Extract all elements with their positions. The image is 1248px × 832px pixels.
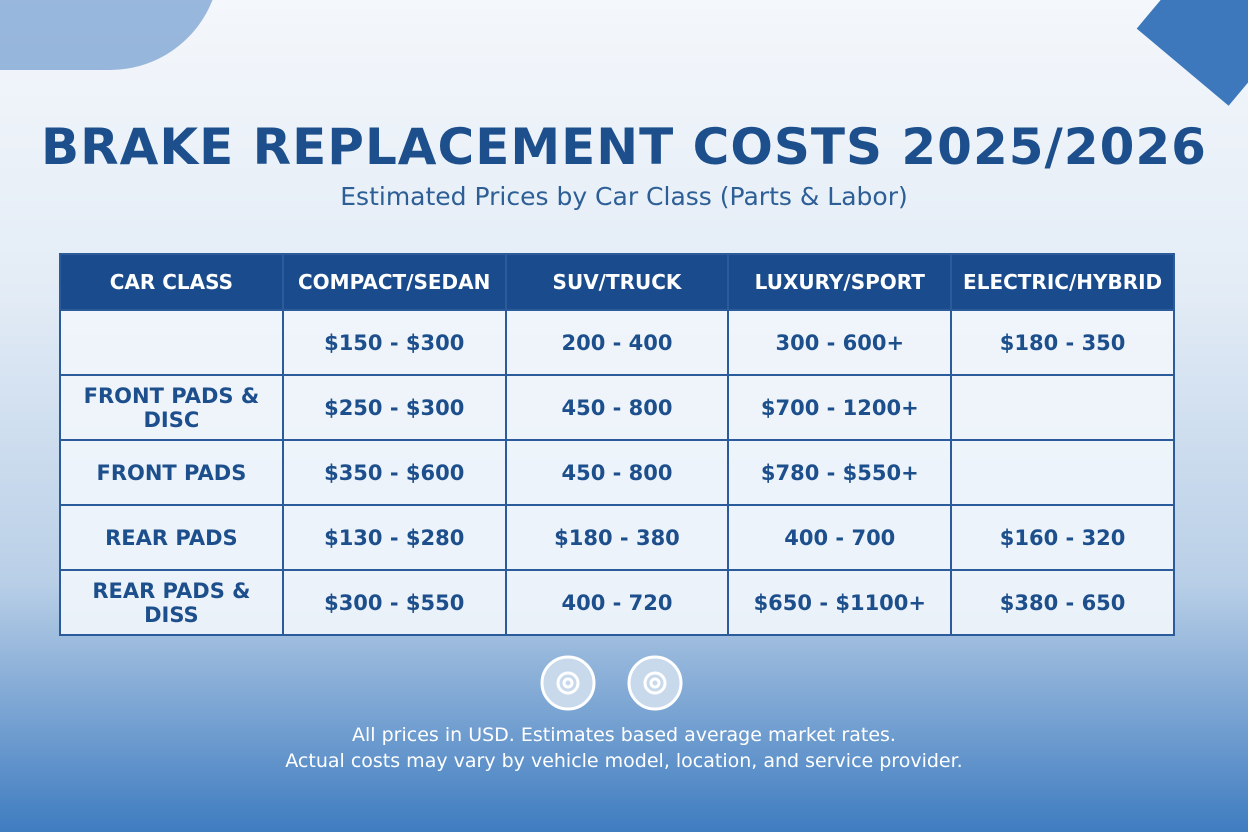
column-header: LUXURY/SPORT — [727, 253, 953, 311]
note: Actual costs may vary by vehicle model, … — [285, 750, 963, 772]
price-cell: 200 - 400 — [504, 309, 730, 376]
price-cell: $380 - 650 — [950, 569, 1175, 636]
table-row: REAR PADS & DISS $300 - $550 400 - 720 $650… — [59, 569, 1175, 636]
header-row: CAR CLASS COMPACT/SEDAN SUV/TRUCK LUXURY/SP… — [59, 253, 1175, 311]
footer-notes: All prices in USD. Estimates based avera… — [0, 722, 1248, 774]
price-cell: $700 - 1200+ — [727, 374, 953, 441]
price-cell — [950, 374, 1175, 441]
decor — [0, 0, 220, 70]
title: BRAKE REPLACEMENT COSTS 2025/2026 — [41, 118, 1207, 176]
price-cell: $350 - $600 — [281, 439, 507, 506]
table-row: REAR PADS $130 - $280 $180 - 380 400 - 700 $… — [59, 504, 1175, 571]
row-label: FRONT PADS & DISC — [59, 374, 284, 441]
row-label: REAR PADS — [59, 504, 284, 571]
column-header: COMPACT/SEDAN — [281, 253, 507, 311]
note: All prices in USD. Estimates based avera… — [352, 724, 896, 746]
price-table: CAR CLASS COMPACT/SEDAN SUV/TRUCK LUXURY/SP… — [59, 253, 1175, 636]
price-cell: $180 - 350 — [950, 309, 1175, 376]
subtitle: Estimated Prices by Car Class (Parts & L… — [340, 182, 908, 211]
price-cell: $180 - 380 — [504, 504, 730, 571]
price-cell: $780 - $550+ — [727, 439, 953, 506]
price-cell: $250 - $300 — [281, 374, 507, 441]
price-cell — [950, 439, 1175, 506]
row-label: REAR PADS & DISS — [59, 569, 284, 636]
price-cell: 400 - 700 — [727, 504, 953, 571]
column-header: SUV/TRUCK — [504, 253, 730, 311]
table-row: FRONT PADS & DISC $250 - $300 450 - 800 $70… — [59, 374, 1175, 441]
table-row: $150 - $300 200 - 400 300 - 600+ $180 - 350 — [59, 309, 1175, 376]
price-cell: $650 - $1100+ — [727, 569, 953, 636]
decor — [1136, 0, 1248, 106]
price-cell: 400 - 720 — [504, 569, 730, 636]
price-cell: 300 - 600+ — [727, 309, 953, 376]
column-header: CAR CLASS — [59, 253, 284, 311]
brake-icons — [540, 655, 683, 711]
column-header: ELECTRIC/HYBRID — [950, 253, 1175, 311]
price-cell: $150 - $300 — [281, 309, 507, 376]
price-cell: 450 - 800 — [504, 374, 730, 441]
price-cell: $130 - $280 — [281, 504, 507, 571]
table-row: FRONT PADS $350 - $600 450 - 800 $780 - $55… — [59, 439, 1175, 506]
row-label — [59, 309, 284, 376]
price-cell: 450 - 800 — [504, 439, 730, 506]
price-cell: $300 - $550 — [281, 569, 507, 636]
price-cell: $160 - 320 — [950, 504, 1175, 571]
row-label: FRONT PADS — [59, 439, 284, 506]
